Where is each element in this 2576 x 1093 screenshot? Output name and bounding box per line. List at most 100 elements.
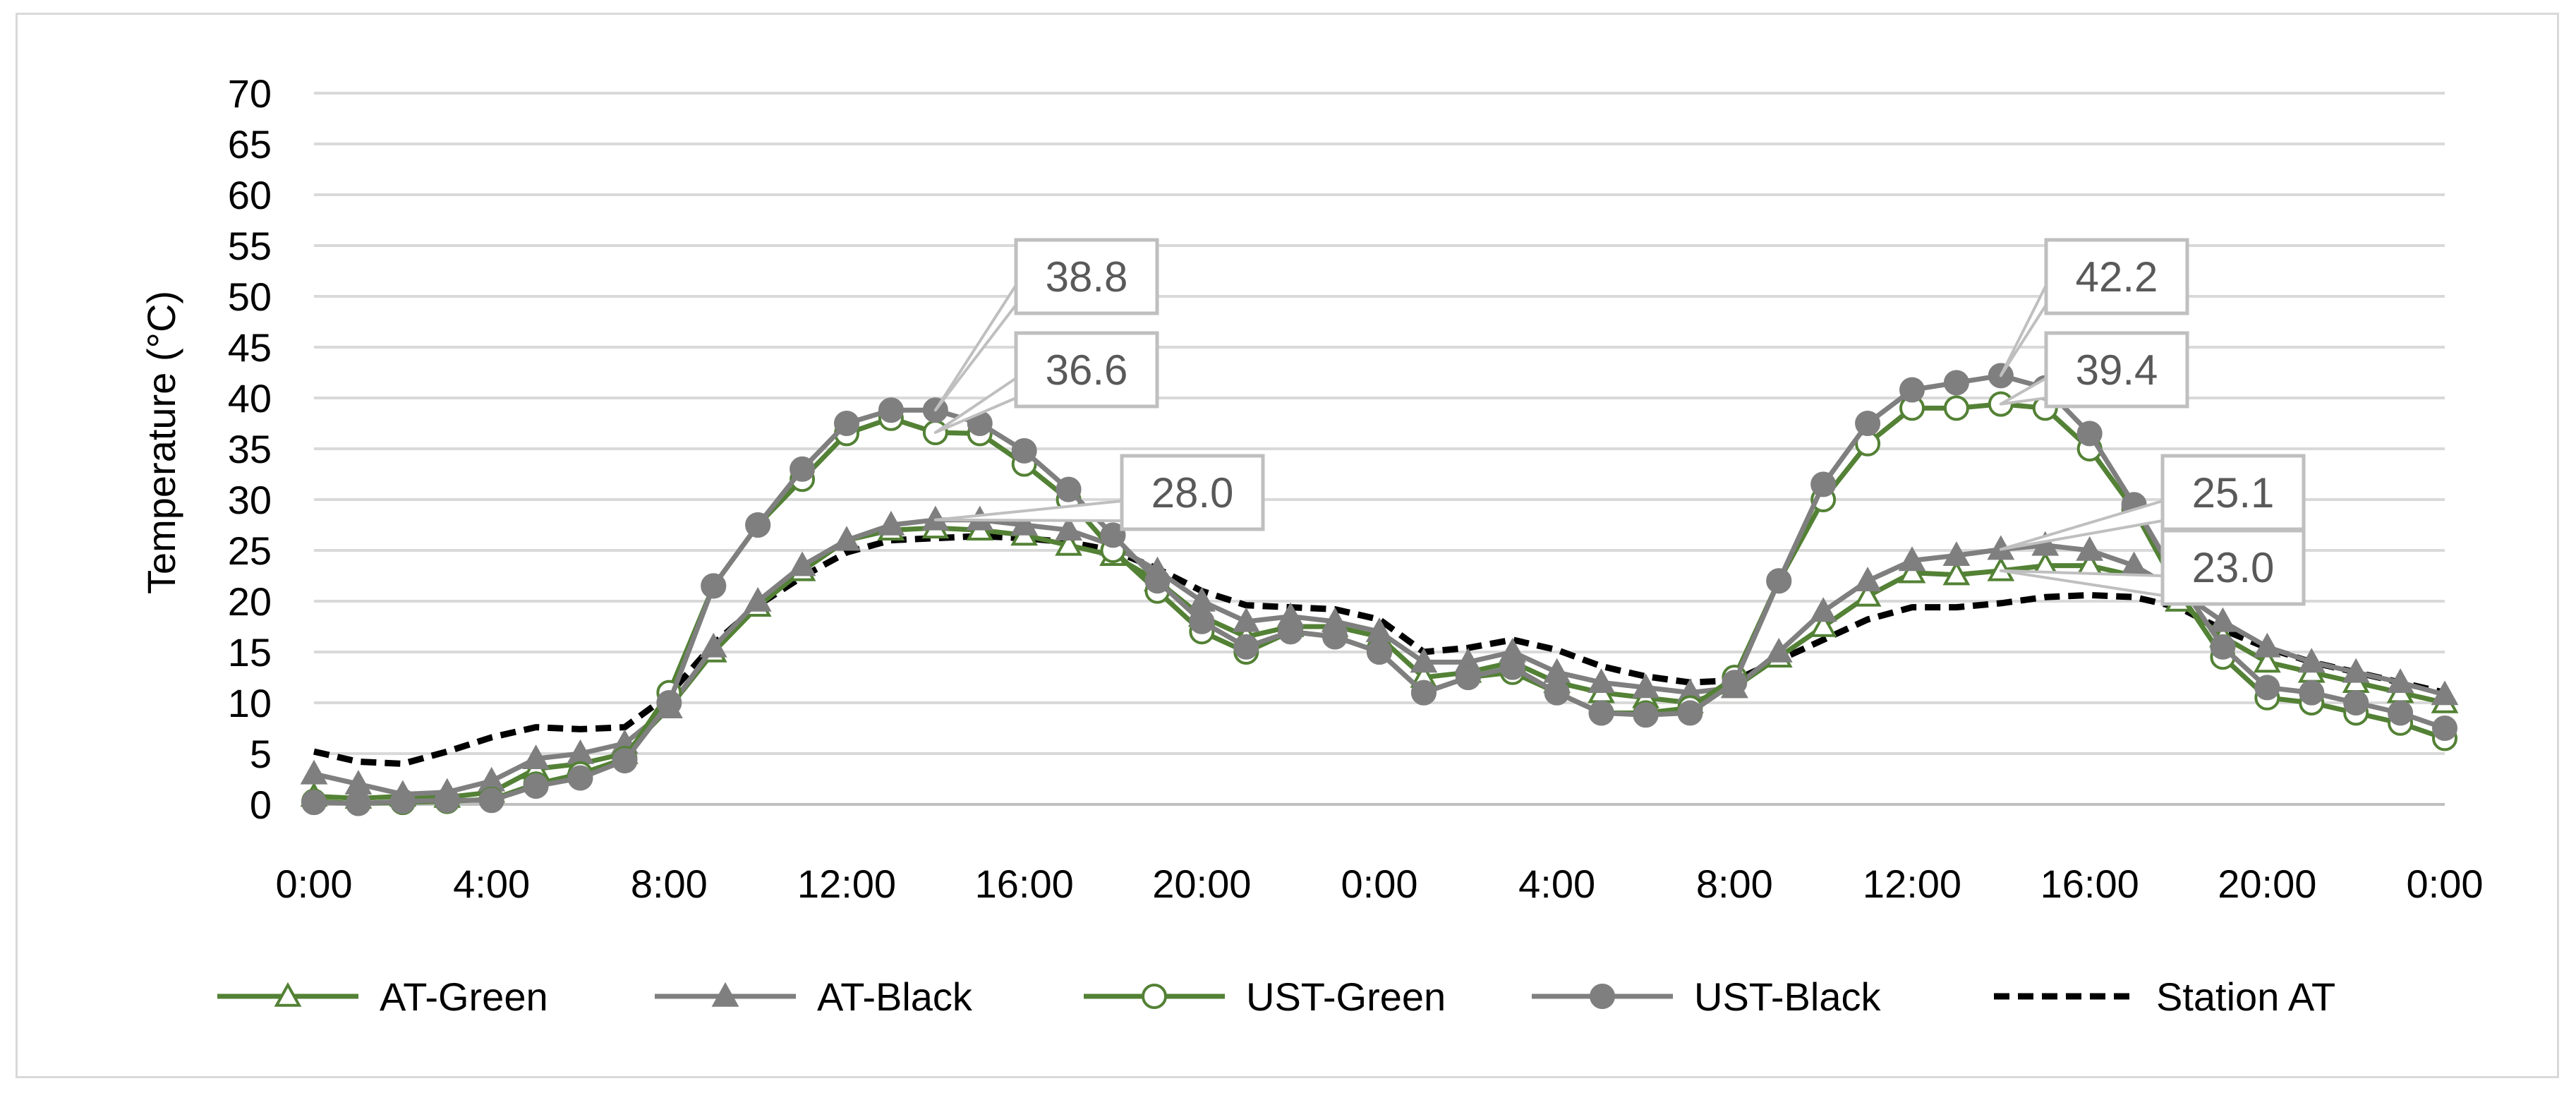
data-point-ust-black: [1410, 680, 1437, 706]
data-point-at-black: [833, 526, 861, 551]
data-callout: 25.1: [1999, 454, 2306, 551]
legend-marker-at-green: [274, 982, 302, 1007]
data-point-ust-black: [1677, 700, 1703, 726]
x-tick-label: 0:00: [276, 862, 353, 906]
data-point-at-black: [1232, 607, 1260, 632]
y-axis: 0 5 10 15 20 25 30 35 40 45 50 55 60 65 70: [228, 71, 272, 827]
callout-box: [2160, 529, 2306, 606]
legend-marker-ust-green: [1142, 984, 1167, 1009]
data-point-ust-black: [478, 787, 504, 814]
data-point-at-black: [1765, 637, 1793, 663]
data-point-at-green: [1854, 581, 1882, 607]
x-tick-label: 4:00: [453, 862, 530, 906]
callout-box: [2160, 454, 2306, 531]
legend-item-at-green: AT-Green: [217, 974, 548, 1019]
x-tick-label: 20:00: [2218, 862, 2316, 906]
data-point-at-black: [2297, 648, 2326, 673]
data-point-at-black: [744, 586, 772, 612]
legend-item-at-black: AT-Black: [655, 974, 973, 1019]
callout-pointer: [1999, 284, 2048, 378]
legend-item-ust-green: UST-Green: [1084, 974, 1446, 1019]
y-tick-label: 20: [228, 579, 272, 624]
data-point-ust-black: [1544, 680, 1570, 706]
data-point-at-black: [699, 632, 727, 658]
gridlines: [314, 92, 2445, 806]
legend-marker-ust-black: [1590, 984, 1615, 1009]
callout-box: [2044, 238, 2189, 315]
series-lines: [300, 363, 2459, 816]
series-line-ust-green: [313, 401, 2446, 807]
y-tick-label: 40: [228, 376, 272, 421]
y-tick-label: 60: [228, 173, 272, 217]
callout-box: [1014, 331, 1159, 409]
data-point-at-green: [1898, 558, 1926, 584]
callout-label: 39.4: [2076, 346, 2158, 394]
data-point-at-black: [2386, 668, 2414, 693]
x-tick-label: 4:00: [1518, 862, 1595, 906]
legend-item-ust-black: UST-Black: [1532, 974, 1881, 1019]
data-point-at-black: [2342, 658, 2370, 683]
data-point-ust-black: [1766, 568, 1792, 594]
data-point-at-black: [788, 551, 816, 576]
legend-label-ust-black: UST-Black: [1694, 974, 1881, 1019]
data-point-ust-black: [2254, 675, 2280, 701]
data-point-ust-black: [567, 765, 593, 791]
data-point-at-black: [1588, 668, 1615, 693]
y-tick-label: 50: [228, 274, 272, 319]
data-point-at-black: [877, 510, 905, 536]
data-point-ust-green: [1943, 395, 1969, 421]
legend-label-at-black: AT-Black: [817, 974, 973, 1019]
data-point-at-black: [522, 744, 550, 769]
data-point-ust-black: [612, 748, 638, 774]
data-point-at-black: [1854, 567, 1882, 591]
data-point-at-black: [2431, 680, 2459, 706]
data-point-ust-black: [1278, 619, 1304, 645]
data-point-at-black: [1010, 510, 1039, 536]
callout-label: 28.0: [1151, 469, 1234, 517]
data-point-at-black: [1898, 546, 1926, 572]
callout-pointer: [1999, 569, 2164, 597]
data-point-at-black: [2209, 607, 2237, 632]
data-point-at-black: [1632, 673, 1659, 699]
x-tick-label: 12:00: [1863, 862, 1961, 906]
data-point-at-green: [1809, 612, 1837, 637]
data-callout: 36.6: [933, 331, 1159, 434]
data-point-ust-black: [1455, 665, 1481, 690]
y-tick-label: 70: [228, 71, 272, 116]
legend-label-at-green: AT-Green: [380, 974, 548, 1019]
data-point-ust-black: [1588, 700, 1614, 726]
data-point-ust-black: [2076, 421, 2103, 447]
callout-label: 25.1: [2192, 469, 2275, 517]
x-tick-label: 8:00: [631, 862, 708, 906]
y-tick-label: 15: [228, 630, 272, 675]
data-point-ust-black: [1499, 654, 1525, 680]
data-callout: 28.0: [933, 454, 1265, 531]
y-tick-label: 65: [228, 122, 272, 167]
data-point-at-black: [300, 759, 328, 785]
y-tick-label: 5: [250, 732, 272, 776]
chart-frame: [16, 13, 2559, 1078]
data-point-ust-black: [389, 788, 416, 814]
data-point-at-green: [1942, 560, 1971, 586]
y-tick-label: 55: [228, 224, 272, 268]
data-point-ust-black: [1367, 639, 1392, 665]
legend-label-station-at: Station AT: [2156, 974, 2335, 1019]
data-point-ust-black: [834, 411, 859, 436]
legend-item-station-at: Station AT: [1994, 974, 2335, 1019]
y-axis-title: Temperature (°C): [139, 291, 183, 594]
x-tick-label: 0:00: [1341, 862, 1418, 906]
data-point-at-black: [1055, 516, 1082, 541]
data-point-ust-black: [434, 787, 460, 814]
data-point-ust-black: [2299, 680, 2325, 706]
callout-label: 42.2: [2076, 253, 2158, 301]
data-point-at-green: [1055, 531, 1082, 556]
data-point-ust-black: [1144, 568, 1171, 594]
data-point-at-black: [1942, 541, 1971, 566]
data-point-ust-black: [745, 512, 771, 538]
data-point-ust-black: [2432, 715, 2457, 741]
callout-box: [1014, 238, 1159, 315]
data-point-ust-black: [523, 773, 549, 799]
data-point-at-black: [1410, 648, 1438, 673]
data-callout: 42.2: [1999, 238, 2189, 378]
